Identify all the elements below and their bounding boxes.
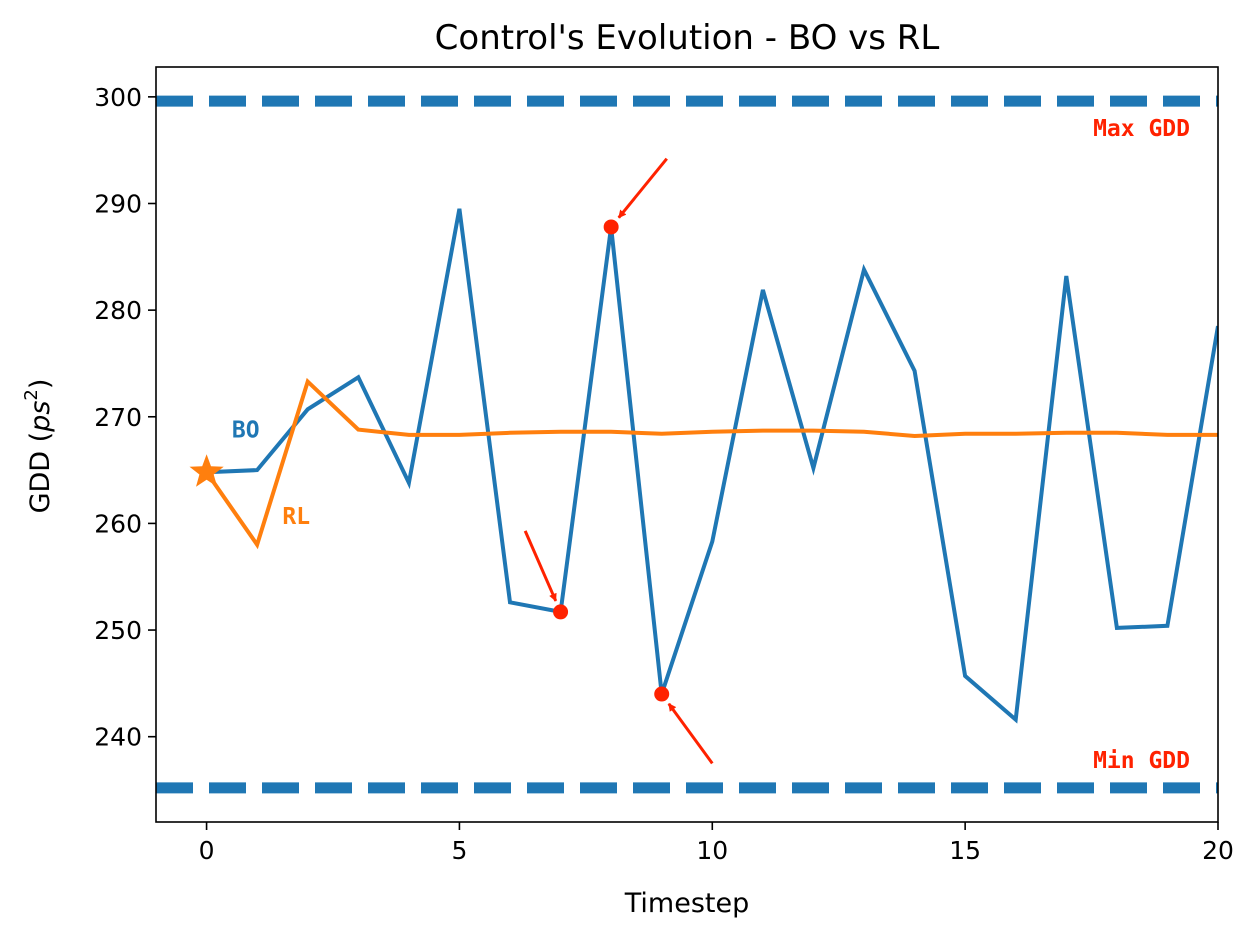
- highlight-arrow-3: [667, 702, 714, 765]
- series-label-bo: BO: [232, 418, 260, 444]
- y-axis-label: GDD (ps2): [21, 379, 56, 514]
- y-tick-label: 280: [94, 296, 142, 325]
- highlight-arrow-1: [523, 530, 558, 602]
- limit-label-max: Max GDD: [1093, 116, 1190, 142]
- chart-title: Control's Evolution - BO vs RL: [435, 18, 940, 58]
- x-tick-label: 0: [199, 836, 215, 865]
- y-tick-label: 270: [94, 403, 142, 432]
- plot-frame: [155, 66, 1219, 823]
- highlight-point-2: [603, 219, 619, 235]
- x-tick-label: 15: [949, 836, 981, 865]
- axes: 0 5 10 15 20 240 250 260 270 280 290 300: [94, 83, 1234, 865]
- start-star-marker: [189, 454, 224, 487]
- y-tick-label: 250: [94, 616, 142, 645]
- x-axis-label: Timestep: [624, 888, 749, 919]
- highlight-arrow-2: [617, 157, 668, 219]
- series-line-rl: [204, 377, 1218, 550]
- x-tick-label: 20: [1202, 836, 1234, 865]
- series-label-rl: RL: [282, 504, 310, 530]
- svg-text:GDD (ps2): GDD (ps2): [21, 379, 56, 514]
- y-tick-label: 290: [94, 189, 142, 218]
- y-tick-label: 300: [94, 83, 142, 112]
- x-tick-label: 10: [696, 836, 728, 865]
- y-tick-label: 260: [94, 509, 142, 538]
- plot-area: BO RL Max GDD Min GDD: [156, 95, 1218, 794]
- y-tick-label: 240: [94, 723, 142, 752]
- highlight-point-3: [654, 686, 670, 702]
- limit-label-min: Min GDD: [1093, 748, 1190, 774]
- highlight-point-1: [553, 604, 569, 620]
- series-line-bo: [206, 208, 1218, 724]
- x-tick-label: 5: [451, 836, 467, 865]
